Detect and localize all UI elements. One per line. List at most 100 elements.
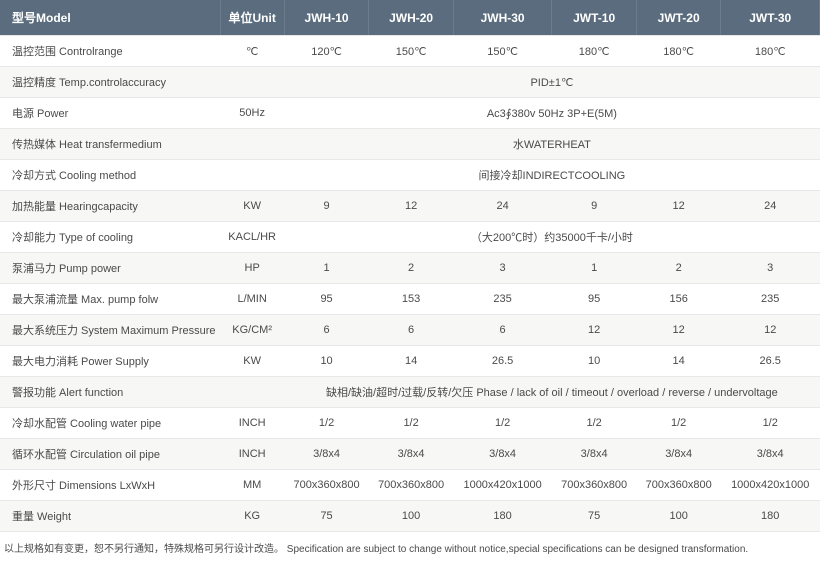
row-unit: INCH — [220, 439, 284, 470]
row-cell: 1/2 — [369, 408, 454, 439]
row-cell: 1/2 — [284, 408, 369, 439]
row-cell: 153 — [369, 284, 454, 315]
table-row: 冷却水配管 Cooling water pipeINCH1/21/21/21/2… — [0, 408, 820, 439]
row-cell: 180℃ — [721, 36, 820, 67]
row-cell: 3 — [453, 253, 552, 284]
table-row: 重量 WeightKG7510018075100180 — [0, 501, 820, 532]
row-cell: 150℃ — [453, 36, 552, 67]
row-label: 电源 Power — [0, 98, 220, 129]
row-label: 最大泵浦流量 Max. pump folw — [0, 284, 220, 315]
row-cell: 10 — [552, 346, 637, 377]
row-label: 最大电力消耗 Power Supply — [0, 346, 220, 377]
row-cell: 1 — [284, 253, 369, 284]
row-unit: L/MIN — [220, 284, 284, 315]
row-span-value: PID±1℃ — [284, 67, 819, 98]
table-row: 温控精度 Temp.controlaccuracy PID±1℃ — [0, 67, 820, 98]
row-cell: 1000x420x1000 — [721, 470, 820, 501]
row-cell: 24 — [453, 191, 552, 222]
col-jwh20: JWH-20 — [369, 0, 454, 36]
row-label: 温控范围 Controlrange — [0, 36, 220, 67]
row-cell: 3/8x4 — [636, 439, 721, 470]
row-cell: 12 — [636, 191, 721, 222]
table-row: 警报功能 Alert function 缺相/缺油/超时/过载/反转/欠压 Pha… — [0, 377, 820, 408]
row-cell: 235 — [453, 284, 552, 315]
row-unit: INCH — [220, 408, 284, 439]
row-cell: 14 — [369, 346, 454, 377]
row-unit: KG — [220, 501, 284, 532]
row-cell: 10 — [284, 346, 369, 377]
row-cell: 1/2 — [552, 408, 637, 439]
table-row: 最大泵浦流量 Max. pump folwL/MIN95153235951562… — [0, 284, 820, 315]
row-cell: 2 — [636, 253, 721, 284]
row-cell: 26.5 — [453, 346, 552, 377]
row-cell: 100 — [369, 501, 454, 532]
row-cell: 180 — [721, 501, 820, 532]
row-label: 传热媒体 Heat transfermedium — [0, 129, 220, 160]
row-cell: 12 — [369, 191, 454, 222]
col-jwt10: JWT-10 — [552, 0, 637, 36]
row-cell: 95 — [284, 284, 369, 315]
row-cell: 3/8x4 — [453, 439, 552, 470]
row-cell: 150℃ — [369, 36, 454, 67]
footnote: 以上规格如有变更，恕不另行通知，特殊规格可另行设计改造。 Specificati… — [0, 532, 820, 563]
row-span-value: （大200℃时）约35000千卡/小时 — [284, 222, 819, 253]
row-cell: 24 — [721, 191, 820, 222]
row-cell: 2 — [369, 253, 454, 284]
row-label: 冷却水配管 Cooling water pipe — [0, 408, 220, 439]
col-unit: 单位Unit — [220, 0, 284, 36]
row-label: 外形尺寸 Dimensions LxWxH — [0, 470, 220, 501]
row-cell: 95 — [552, 284, 637, 315]
row-cell: 3/8x4 — [721, 439, 820, 470]
row-label: 温控精度 Temp.controlaccuracy — [0, 67, 220, 98]
header-row: 型号Model 单位Unit JWH-10 JWH-20 JWH-30 JWT-… — [0, 0, 820, 36]
table-row: 电源 Power50HzAc3∮380v 50Hz 3P+E(5M) — [0, 98, 820, 129]
table-row: 循环水配管 Circulation oil pipeINCH3/8x43/8x4… — [0, 439, 820, 470]
row-label: 警报功能 Alert function — [0, 377, 220, 408]
row-cell: 6 — [453, 315, 552, 346]
col-model: 型号Model — [0, 0, 220, 36]
row-cell: 3/8x4 — [284, 439, 369, 470]
row-label: 加热能量 Hearingcapacity — [0, 191, 220, 222]
row-cell: 6 — [284, 315, 369, 346]
row-cell: 1/2 — [721, 408, 820, 439]
row-unit: 50Hz — [220, 98, 284, 129]
col-jwh30: JWH-30 — [453, 0, 552, 36]
row-cell: 700x360x800 — [636, 470, 721, 501]
table-row: 温控范围 Controlrange℃120℃150℃150℃180℃180℃18… — [0, 36, 820, 67]
row-unit: HP — [220, 253, 284, 284]
row-span-value: Ac3∮380v 50Hz 3P+E(5M) — [284, 98, 819, 129]
table-row: 最大系统压力 System Maximum PressureKG/CM²6661… — [0, 315, 820, 346]
row-cell: 120℃ — [284, 36, 369, 67]
table-row: 加热能量 HearingcapacityKW9122491224 — [0, 191, 820, 222]
table-row: 冷却能力 Type of coolingKACL/HR（大200℃时）约3500… — [0, 222, 820, 253]
row-cell: 156 — [636, 284, 721, 315]
table-body: 温控范围 Controlrange℃120℃150℃150℃180℃180℃18… — [0, 36, 820, 532]
col-jwt30: JWT-30 — [721, 0, 820, 36]
row-unit: MM — [220, 470, 284, 501]
col-jwt20: JWT-20 — [636, 0, 721, 36]
row-cell: 100 — [636, 501, 721, 532]
row-cell: 3/8x4 — [369, 439, 454, 470]
row-unit: ℃ — [220, 36, 284, 67]
row-cell: 180℃ — [552, 36, 637, 67]
row-label: 冷却能力 Type of cooling — [0, 222, 220, 253]
row-span-value: 间接冷却INDIRECTCOOLING — [284, 160, 819, 191]
row-cell: 1/2 — [453, 408, 552, 439]
table-row: 外形尺寸 Dimensions LxWxHMM700x360x800700x36… — [0, 470, 820, 501]
table-row: 泵浦马力 Pump powerHP123123 — [0, 253, 820, 284]
row-cell: 12 — [552, 315, 637, 346]
row-cell: 1 — [552, 253, 637, 284]
row-cell: 9 — [284, 191, 369, 222]
row-cell: 12 — [636, 315, 721, 346]
row-unit: KACL/HR — [220, 222, 284, 253]
col-jwh10: JWH-10 — [284, 0, 369, 36]
row-unit — [220, 67, 284, 98]
row-cell: 3/8x4 — [552, 439, 637, 470]
row-cell: 180 — [453, 501, 552, 532]
row-cell: 14 — [636, 346, 721, 377]
row-unit — [220, 129, 284, 160]
row-span-value: 缺相/缺油/超时/过载/反转/欠压 Phase / lack of oil / … — [284, 377, 819, 408]
row-unit: KG/CM² — [220, 315, 284, 346]
row-cell: 26.5 — [721, 346, 820, 377]
row-cell: 75 — [284, 501, 369, 532]
